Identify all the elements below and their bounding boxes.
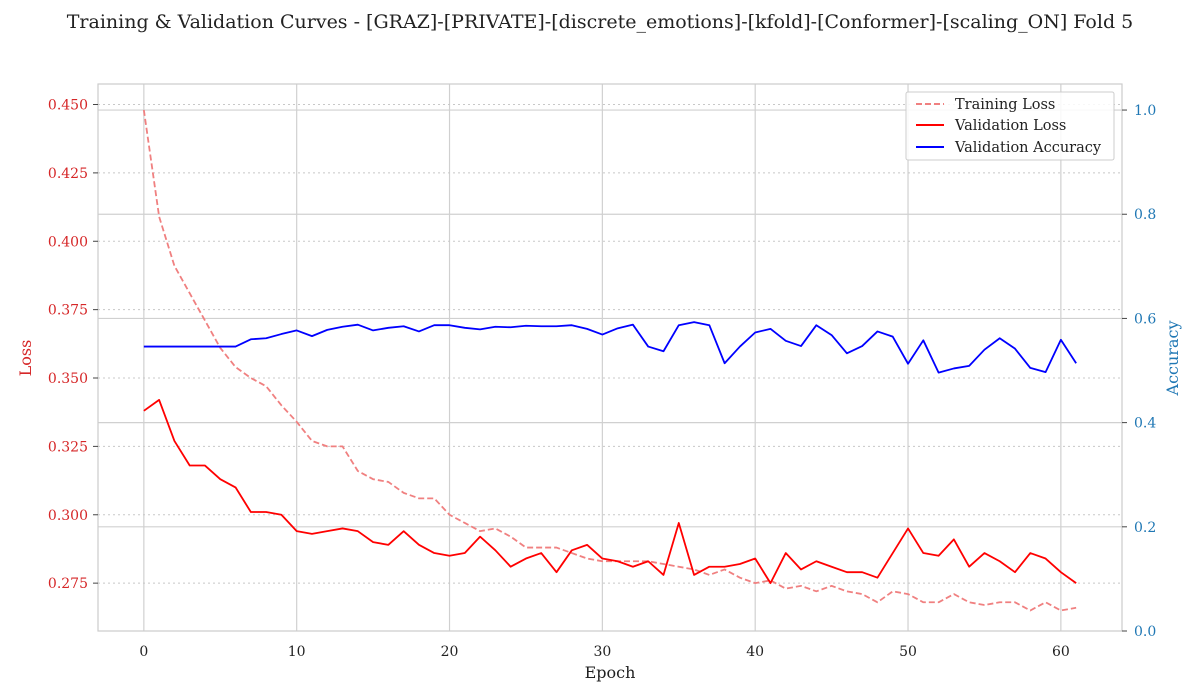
y-right-tick-label: 0.6 (1134, 311, 1156, 327)
x-tick-label: 0 (139, 644, 148, 660)
y-left-tick-label: 0.450 (48, 98, 88, 114)
y-left-tick-label: 0.400 (48, 234, 88, 250)
x-axis-label: Epoch (585, 663, 636, 682)
y-axis-left-label: Loss (16, 340, 35, 377)
legend-label-training-loss: Training Loss (955, 97, 1055, 113)
y-left-tick-label: 0.300 (48, 508, 88, 524)
x-tick-label: 60 (1052, 644, 1070, 660)
y-right-tick-label: 0.2 (1134, 520, 1156, 536)
y-left-tick-label: 0.375 (48, 303, 88, 319)
x-tick-label: 30 (593, 644, 611, 660)
validation-loss-line (143, 398, 1077, 585)
y-right-tick-label: 1.0 (1134, 103, 1156, 119)
axis-ticks: 0 10 20 30 40 50 60 0.275 0.300 0.325 0.350 0.375 0.… (48, 98, 1156, 660)
y-axis-right-label: Accuracy (1163, 321, 1182, 397)
x-tick-label: 50 (899, 644, 917, 660)
training-loss-line (142, 109, 1077, 612)
grid (98, 84, 1122, 631)
y-left-tick-label: 0.350 (48, 371, 88, 387)
legend-label-validation-loss: Validation Loss (954, 118, 1066, 134)
legend: Training Loss Validation Loss Validation… (905, 91, 1115, 161)
y-left-tick-label: 0.325 (48, 439, 88, 455)
x-tick-label: 40 (746, 644, 764, 660)
y-right-tick-label: 0.0 (1134, 624, 1156, 640)
y-right-tick-label: 0.4 (1134, 416, 1156, 432)
plot-frame (97, 83, 1123, 632)
y-right-tick-label: 0.8 (1134, 207, 1156, 223)
y-left-tick-label: 0.275 (48, 576, 88, 592)
chart-title: Training & Validation Curves - [GRAZ]-[P… (67, 11, 1134, 33)
legend-box (905, 91, 1115, 161)
legend-label-validation-accuracy: Validation Accuracy (954, 140, 1102, 156)
series-lines (142, 109, 1077, 612)
x-tick-label: 10 (288, 644, 306, 660)
y-left-tick-label: 0.425 (48, 166, 88, 182)
x-tick-label: 20 (441, 644, 459, 660)
validation-accuracy-line (143, 321, 1077, 374)
